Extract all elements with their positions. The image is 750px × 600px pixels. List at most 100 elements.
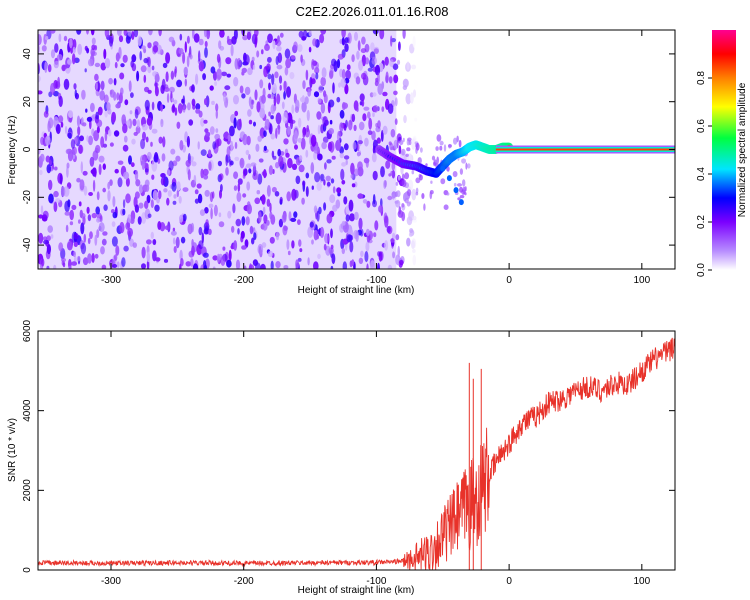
noise-speckle [204,47,208,58]
noise-speckle [355,76,361,85]
noise-speckle [163,258,169,263]
noise-speckle [293,211,298,219]
noise-speckle [175,155,181,162]
figure-title: C2E2.2026.011.01.16.R08 [296,4,449,19]
transition-speckle [387,195,393,201]
noise-speckle [330,244,334,250]
noise-speckle [358,121,365,131]
noise-speckle [343,196,348,205]
transition-speckle [390,170,393,176]
noise-speckle [67,132,72,139]
noise-speckle [234,156,240,161]
noise-speckle [58,242,64,252]
noise-speckle [68,110,74,118]
noise-speckle [172,227,176,232]
noise-speckle [275,127,278,139]
noise-speckle [344,43,349,52]
noise-speckle [329,119,333,125]
noise-speckle [254,34,258,45]
noise-speckle [78,219,81,224]
noise-speckle [71,146,77,156]
colorbar: 0.0 0.2 0.4 0.6 0.8 Normalized spectral ampl… [696,30,748,277]
noise-speckle [402,30,406,39]
noise-speckle [233,171,239,179]
noise-speckle [91,44,96,51]
noise-speckle [41,214,48,222]
noise-speckle [115,52,120,62]
noise-speckle [372,30,379,35]
noise-speckle [89,156,95,167]
noise-speckle [306,125,310,133]
noise-speckle [321,141,327,150]
noise-speckle [279,84,282,91]
noise-speckle [351,259,355,267]
noise-speckle [356,106,359,112]
transition-speckle [459,186,463,193]
noise-speckle [339,122,344,132]
noise-speckle [319,33,325,44]
noise-speckle [257,173,263,185]
noise-speckle [268,82,271,91]
noise-speckle [55,123,61,135]
noise-speckle [249,263,252,269]
noise-speckle [70,139,76,149]
noise-speckle [263,214,268,224]
noise-speckle [409,228,414,234]
spectrogram-x-tick-label: -100 [366,275,386,286]
noise-speckle [376,137,381,144]
noise-speckle [247,109,252,117]
noise-speckle [150,199,154,209]
noise-speckle [329,70,334,80]
noise-speckle [125,222,131,230]
noise-speckle [217,160,222,167]
noise-speckle [259,64,263,70]
noise-speckle [286,86,291,98]
noise-speckle [100,80,105,91]
noise-speckle [82,170,88,176]
noise-speckle [186,35,190,44]
noise-speckle [393,74,399,84]
noise-speckle [313,205,318,214]
noise-speckle [95,82,99,90]
noise-speckle [364,137,369,147]
noise-speckle [49,30,56,34]
noise-speckle [244,86,251,96]
noise-speckle [341,162,347,167]
noise-speckle [95,206,100,215]
noise-speckle [286,191,292,202]
noise-speckle [147,42,152,49]
noise-speckle [275,231,280,241]
noise-speckle [311,185,314,190]
noise-speckle [225,154,228,167]
noise-speckle [241,67,247,74]
signal-branch-blob [440,165,446,172]
noise-speckle [157,158,161,164]
noise-speckle [414,80,419,88]
noise-speckle [213,204,218,217]
noise-speckle [245,163,252,169]
snr-y-tick-label: 6000 [22,319,33,342]
noise-speckle [100,136,105,148]
noise-speckle [198,38,204,46]
snr-series-line [38,337,675,570]
noise-speckle [76,115,81,127]
transition-speckle [435,146,439,151]
noise-speckle [146,251,150,263]
noise-speckle [323,243,327,251]
noise-speckle [204,98,207,106]
noise-speckle [158,30,162,37]
noise-speckle [109,89,113,95]
noise-speckle [301,197,305,205]
noise-speckle [130,217,135,225]
noise-speckle [145,136,149,143]
noise-speckle [76,30,82,35]
transition-speckle [388,141,392,146]
transition-speckle [452,171,458,178]
noise-speckle [94,234,98,246]
noise-speckle [302,80,306,90]
noise-speckle [146,151,152,161]
noise-speckle [351,113,356,123]
noise-speckle [151,159,158,172]
noise-speckle [258,158,264,163]
